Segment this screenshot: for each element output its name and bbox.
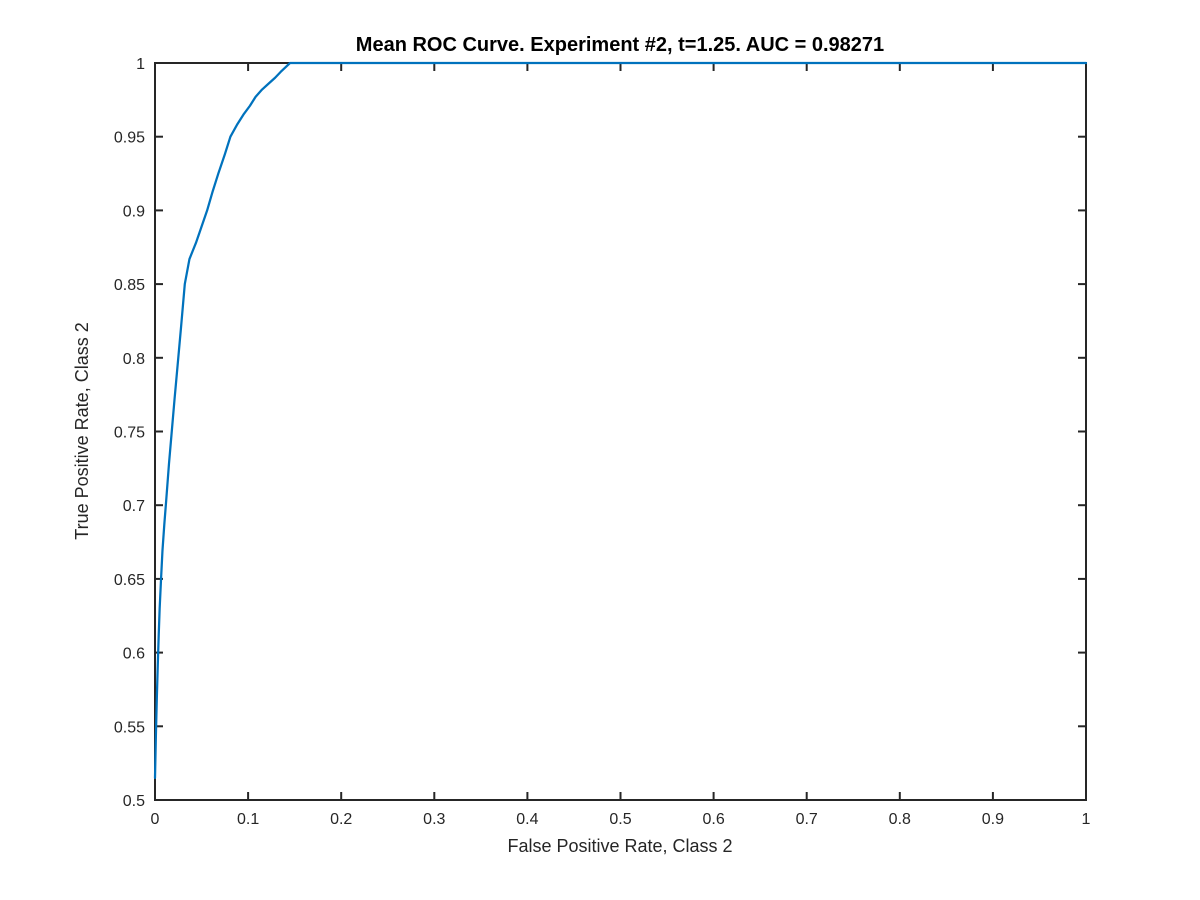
x-tick-label: 0.7 xyxy=(796,811,818,828)
x-tick-label: 0.6 xyxy=(702,811,724,828)
chart-title: Mean ROC Curve. Experiment #2, t=1.25. A… xyxy=(356,34,884,56)
y-tick-label: 0.8 xyxy=(123,351,145,368)
y-tick-label: 0.75 xyxy=(114,425,145,442)
x-tick-label: 0.4 xyxy=(516,811,538,828)
x-axis-label: False Positive Rate, Class 2 xyxy=(507,836,732,856)
y-tick-label: 0.6 xyxy=(123,646,145,663)
x-tick-label: 0.3 xyxy=(423,811,445,828)
mean-roc-curve xyxy=(153,61,1088,780)
x-tick-label: 0.8 xyxy=(889,811,911,828)
y-axis-label: True Positive Rate, Class 2 xyxy=(72,322,92,539)
y-tick-label: 1 xyxy=(136,56,145,73)
x-tick-label: 0.2 xyxy=(330,811,352,828)
x-tick-label: 0.9 xyxy=(982,811,1004,828)
axes-box xyxy=(154,62,1087,801)
y-tick-label: 0.95 xyxy=(114,130,145,147)
y-tick-label: 0.85 xyxy=(114,277,145,294)
y-tick-label: 0.65 xyxy=(114,572,145,589)
y-tick-label: 0.7 xyxy=(123,498,145,515)
x-tick-label: 0 xyxy=(151,811,160,828)
y-tick-label: 0.5 xyxy=(123,793,145,810)
y-tick-label: 0.9 xyxy=(123,203,145,220)
plot-area: 0 0.1 0.2 0.3 0.4 0.5 0.6 0.7 0.8 0.9 1 0.5 0.55 0.6 0… xyxy=(114,56,1091,828)
x-tick-label: 1 xyxy=(1082,811,1091,828)
x-tick-label: 0.1 xyxy=(237,811,259,828)
x-tick-label: 0.5 xyxy=(609,811,631,828)
y-tick-label: 0.55 xyxy=(114,719,145,736)
